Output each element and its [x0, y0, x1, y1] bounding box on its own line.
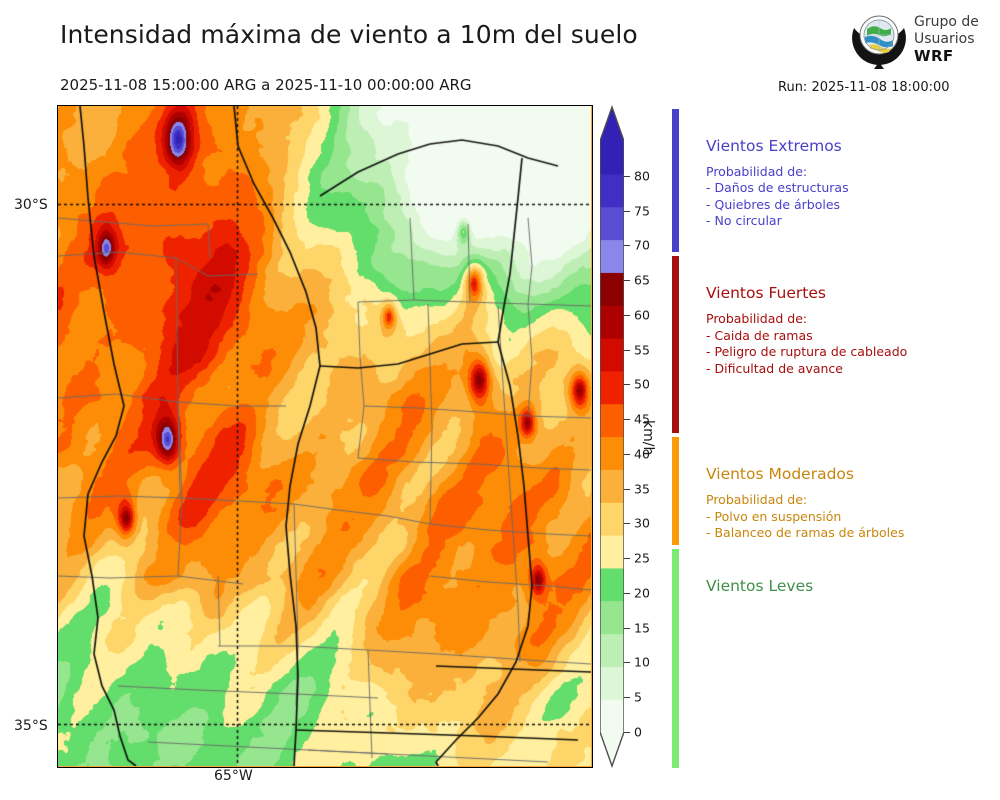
brand-logo: Grupo de Usuarios WRF [848, 12, 993, 74]
brand-line-2: Usuarios [914, 31, 975, 47]
colorbar-tick-label: 15 [634, 620, 650, 636]
lat-tick-30s: 30°S [14, 197, 48, 213]
colorbar-tick-label: 30 [634, 515, 650, 531]
severity-legend: Vientos Extremos Probabilidad de: - Daños … [672, 105, 1000, 768]
colorbar-tick-label: 75 [634, 203, 650, 219]
legend-title-fuertes: Vientos Fuertes [706, 284, 826, 303]
colorbar-tick-mark [624, 453, 630, 455]
colorbar-tick-mark [624, 384, 630, 386]
brand-wordmark: Grupo de Usuarios WRF [914, 14, 979, 65]
brand-line-1: Grupo de [914, 14, 979, 30]
legend-entry-moderados: Vientos Moderados Probabilidad de: - Polvo… [706, 465, 996, 542]
colorbar: 0 5 10 15 20 25 30 35 40 45 50 55 60 65 70 75 80 [598, 105, 668, 768]
colorbar-tick-mark [624, 419, 630, 421]
colorbar-gradient [600, 105, 624, 768]
legend-item: - Peligro de ruptura de cableado [706, 344, 908, 360]
colorbar-tick-label: 70 [634, 237, 650, 253]
colorbar-tick-mark [624, 697, 630, 699]
legend-detail-extremos: Probabilidad de: - Daños de estructuras - … [706, 164, 996, 230]
legend-item: - Polvo en suspensión [706, 508, 842, 524]
colorbar-tick-mark [624, 210, 630, 212]
map-field-canvas [58, 106, 591, 766]
colorbar-ticks: 0 5 10 15 20 25 30 35 40 45 50 55 60 65 70 75 80 [624, 105, 668, 768]
brand-line-3: WRF [914, 47, 954, 65]
lon-tick-65w: 65°W [214, 768, 253, 784]
legend-intro-extremos: Probabilidad de: [706, 163, 808, 179]
legend-intro-fuertes: Probabilidad de: [706, 311, 808, 327]
legend-color-band-fuertes [672, 256, 679, 434]
colorbar-tick-mark [624, 175, 630, 177]
legend-color-band-leves [672, 549, 679, 768]
colorbar-tick-mark [624, 558, 630, 560]
colorbar-tick-label: 35 [634, 481, 650, 497]
legend-item: - Caida de ramas [706, 327, 813, 343]
legend-entry-fuertes: Vientos Fuertes Probabilidad de: - Caida d… [706, 284, 996, 377]
legend-title-moderados: Vientos Moderados [706, 465, 854, 484]
legend-item: - Balanceo de ramas de árboles [706, 525, 905, 541]
lat-tick-35s: 35°S [14, 718, 48, 734]
wind-intensity-map[interactable] [57, 105, 593, 768]
forecast-valid-range: 2025-11-08 15:00:00 ARG a 2025-11-10 00:… [60, 76, 472, 94]
colorbar-tick-label: 0 [634, 724, 642, 740]
legend-title-leves: Vientos Leves [706, 577, 814, 596]
legend-item: - No circular [706, 213, 782, 229]
legend-item: - Quiebres de árboles [706, 196, 841, 212]
colorbar-unit-label: km/h [640, 420, 656, 456]
colorbar-tick-label: 80 [634, 168, 650, 184]
colorbar-tick-mark [624, 314, 630, 316]
colorbar-tick-label: 40 [634, 446, 650, 462]
model-run-label: Run: 2025-11-08 18:00:00 [778, 80, 950, 95]
colorbar-tick-label: 55 [634, 342, 650, 358]
colorbar-tick-label: 20 [634, 585, 650, 601]
colorbar-tick-label: 5 [634, 689, 642, 705]
colorbar-tick-mark [624, 245, 630, 247]
legend-intro-moderados: Probabilidad de: [706, 492, 808, 508]
colorbar-tick-label: 65 [634, 272, 650, 288]
legend-color-band-extremos [672, 108, 679, 253]
colorbar-tick-mark [624, 627, 630, 629]
colorbar-tick-label: 50 [634, 376, 650, 392]
colorbar-tick-mark [624, 523, 630, 525]
colorbar-tick-mark [624, 592, 630, 594]
legend-entry-leves: Vientos Leves [706, 577, 996, 604]
colorbar-tick-label: 10 [634, 654, 650, 670]
colorbar-tick-mark [624, 349, 630, 351]
colorbar-tick-mark [624, 488, 630, 490]
wrf-globe-emblem [852, 15, 906, 69]
colorbar-tick-mark [624, 280, 630, 282]
page-title: Intensidad máxima de viento a 10m del su… [60, 20, 638, 49]
legend-title-extremos: Vientos Extremos [706, 136, 842, 155]
legend-entry-extremos: Vientos Extremos Probabilidad de: - Daños … [706, 137, 996, 230]
legend-detail-fuertes: Probabilidad de: - Caida de ramas - Peligr… [706, 311, 996, 377]
colorbar-tick-mark [624, 732, 630, 733]
legend-item: - Dificultad de avance [706, 360, 843, 376]
colorbar-tick-label: 25 [634, 550, 650, 566]
legend-color-band-moderados [672, 437, 679, 546]
colorbar-tick-mark [624, 662, 630, 664]
colorbar-tick-label: 60 [634, 307, 650, 323]
colorbar-tick-label: 45 [634, 411, 650, 427]
legend-item: - Daños de estructuras [706, 180, 849, 196]
legend-detail-moderados: Probabilidad de: - Polvo en suspensión - B… [706, 492, 996, 542]
